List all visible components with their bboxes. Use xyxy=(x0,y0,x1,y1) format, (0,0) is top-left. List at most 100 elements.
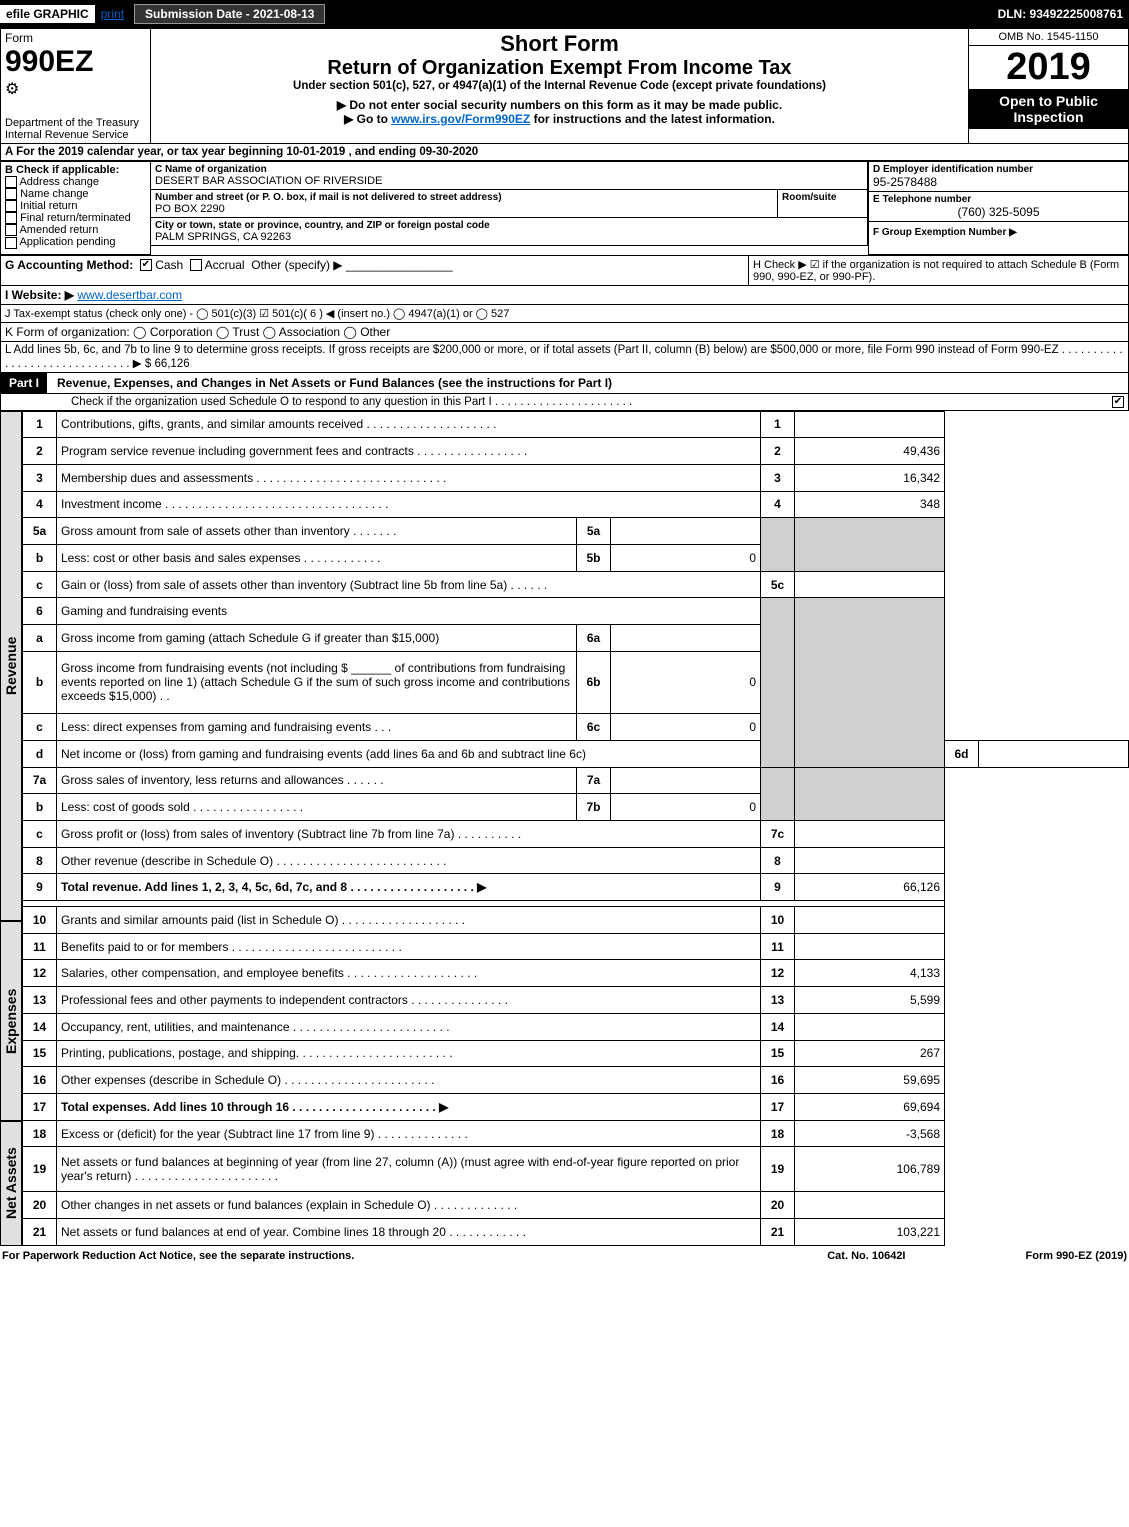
open-to-public: Open to Public Inspection xyxy=(969,89,1128,129)
val-5c xyxy=(795,571,945,598)
lnr-2: 2 xyxy=(761,438,795,465)
val-19: 106,789 xyxy=(795,1147,945,1192)
desc-13: Professional fees and other payments to … xyxy=(57,987,761,1014)
box-c-city-label: City or town, state or province, country… xyxy=(155,220,863,231)
chk-cash[interactable] xyxy=(140,259,152,271)
chk-final-return[interactable]: Final return/terminated xyxy=(5,212,146,224)
lnr-4: 4 xyxy=(761,491,795,518)
org-street: PO BOX 2290 xyxy=(155,203,773,215)
ln-6d: d xyxy=(23,740,57,767)
desc-17: Total expenses. Add lines 10 through 16 … xyxy=(57,1093,761,1120)
note-goto-pre: ▶ Go to xyxy=(344,112,391,126)
note-goto-post: for instructions and the latest informat… xyxy=(530,112,775,126)
part-1-checkbox[interactable] xyxy=(1112,396,1124,408)
val-7c xyxy=(795,820,945,847)
table-row: 8 Other revenue (describe in Schedule O)… xyxy=(23,847,1129,874)
footer-form-post: (2019) xyxy=(1092,1250,1127,1262)
lbl-other-specify: Other (specify) ▶ xyxy=(251,258,342,272)
line-h: H Check ▶ ☑ if the organization is not r… xyxy=(749,255,1129,285)
val-1 xyxy=(795,411,945,438)
table-row: 16 Other expenses (describe in Schedule … xyxy=(23,1067,1129,1094)
val-17: 69,694 xyxy=(795,1093,945,1120)
tab-net-assets: Net Assets xyxy=(0,1121,22,1246)
table-row: 19 Net assets or fund balances at beginn… xyxy=(23,1147,1129,1192)
ln-6c: c xyxy=(23,714,57,741)
ln-19: 19 xyxy=(23,1147,57,1192)
lnr-8: 8 xyxy=(761,847,795,874)
desc-16: Other expenses (describe in Schedule O) … xyxy=(57,1067,761,1094)
ln-6b: b xyxy=(23,651,57,713)
lnr-10: 10 xyxy=(761,907,795,934)
form-word: Form xyxy=(5,31,146,45)
ln-7a: 7a xyxy=(23,767,57,794)
chk-application-pending[interactable]: Application pending xyxy=(5,236,146,248)
lnr-6d: 6d xyxy=(945,740,979,767)
desc-12: Salaries, other compensation, and employ… xyxy=(57,960,761,987)
box-f-label: F Group Exemption Number ▶ xyxy=(873,227,1017,238)
submission-date: Submission Date - 2021-08-13 xyxy=(134,4,325,24)
chk-amended-return[interactable]: Amended return xyxy=(5,224,146,236)
val-8 xyxy=(795,847,945,874)
table-row: c Gain or (loss) from sale of assets oth… xyxy=(23,571,1129,598)
val-20 xyxy=(795,1191,945,1218)
table-row: b Less: cost of goods sold . . . . . . .… xyxy=(23,794,1129,821)
tab-expenses: Expenses xyxy=(0,921,22,1121)
lnr-20: 20 xyxy=(761,1191,795,1218)
room-suite-label: Room/suite xyxy=(782,192,863,203)
ln-17: 17 xyxy=(23,1093,57,1120)
chk-initial-return[interactable]: Initial return xyxy=(5,200,146,212)
desc-18: Excess or (deficit) for the year (Subtra… xyxy=(57,1120,761,1147)
form-header: Form 990EZ ⚙ Department of the Treasury … xyxy=(0,28,1129,144)
desc-1: Contributions, gifts, grants, and simila… xyxy=(57,411,761,438)
desc-7b: Less: cost of goods sold . . . . . . . .… xyxy=(57,794,577,821)
lines-table: 1 Contributions, gifts, grants, and simi… xyxy=(22,411,1129,1246)
val-13: 5,599 xyxy=(795,987,945,1014)
table-row: 17 Total expenses. Add lines 10 through … xyxy=(23,1093,1129,1120)
lnr-18: 18 xyxy=(761,1120,795,1147)
desc-15: Printing, publications, postage, and shi… xyxy=(57,1040,761,1067)
print-link[interactable]: print xyxy=(101,7,124,21)
desc-21: Net assets or fund balances at end of ye… xyxy=(57,1218,761,1245)
box-b-title: B Check if applicable: xyxy=(5,164,146,176)
val-6d xyxy=(979,740,1129,767)
subval-7a xyxy=(611,767,761,794)
lnr-9: 9 xyxy=(761,874,795,901)
website-link[interactable]: www.desertbar.com xyxy=(77,288,182,302)
val-16: 59,695 xyxy=(795,1067,945,1094)
lnr-17: 17 xyxy=(761,1093,795,1120)
desc-6c: Less: direct expenses from gaming and fu… xyxy=(57,714,577,741)
val-4: 348 xyxy=(795,491,945,518)
tab-revenue: Revenue xyxy=(0,411,22,921)
table-row: 11 Benefits paid to or for members . . .… xyxy=(23,933,1129,960)
desc-19: Net assets or fund balances at beginning… xyxy=(57,1147,761,1192)
chk-address-change[interactable]: Address change xyxy=(5,176,146,188)
desc-6: Gaming and fundraising events xyxy=(57,598,761,625)
table-row: 2 Program service revenue including gove… xyxy=(23,438,1129,465)
val-3: 16,342 xyxy=(795,464,945,491)
irs-link[interactable]: www.irs.gov/Form990EZ xyxy=(391,112,530,126)
ln-4: 4 xyxy=(23,491,57,518)
chk-name-change[interactable]: Name change xyxy=(5,188,146,200)
lbl-amended-return: Amended return xyxy=(19,224,98,236)
subval-7b: 0 xyxy=(611,794,761,821)
subval-6c: 0 xyxy=(611,714,761,741)
lnr-11: 11 xyxy=(761,933,795,960)
subval-6b: 0 xyxy=(611,651,761,713)
desc-6d: Net income or (loss) from gaming and fun… xyxy=(57,740,761,767)
lbl-accrual: Accrual xyxy=(205,258,245,272)
subln-6a: 6a xyxy=(577,625,611,652)
part-1-check-text: Check if the organization used Schedule … xyxy=(71,396,632,408)
irs-label: Internal Revenue Service xyxy=(5,129,146,141)
box-c-name-label: C Name of organization xyxy=(155,164,863,175)
top-bar: efile GRAPHIC print Submission Date - 20… xyxy=(0,0,1129,28)
val-18: -3,568 xyxy=(795,1120,945,1147)
ln-12: 12 xyxy=(23,960,57,987)
footer-catno: Cat. No. 10642I xyxy=(827,1250,905,1262)
desc-5c: Gain or (loss) from sale of assets other… xyxy=(57,571,761,598)
ein: 95-2578488 xyxy=(873,175,1124,189)
table-row: b Less: cost or other basis and sales ex… xyxy=(23,545,1129,572)
ln-14: 14 xyxy=(23,1013,57,1040)
chk-accrual[interactable] xyxy=(190,259,202,271)
desc-6a: Gross income from gaming (attach Schedul… xyxy=(57,625,577,652)
desc-7c: Gross profit or (loss) from sales of inv… xyxy=(57,820,761,847)
